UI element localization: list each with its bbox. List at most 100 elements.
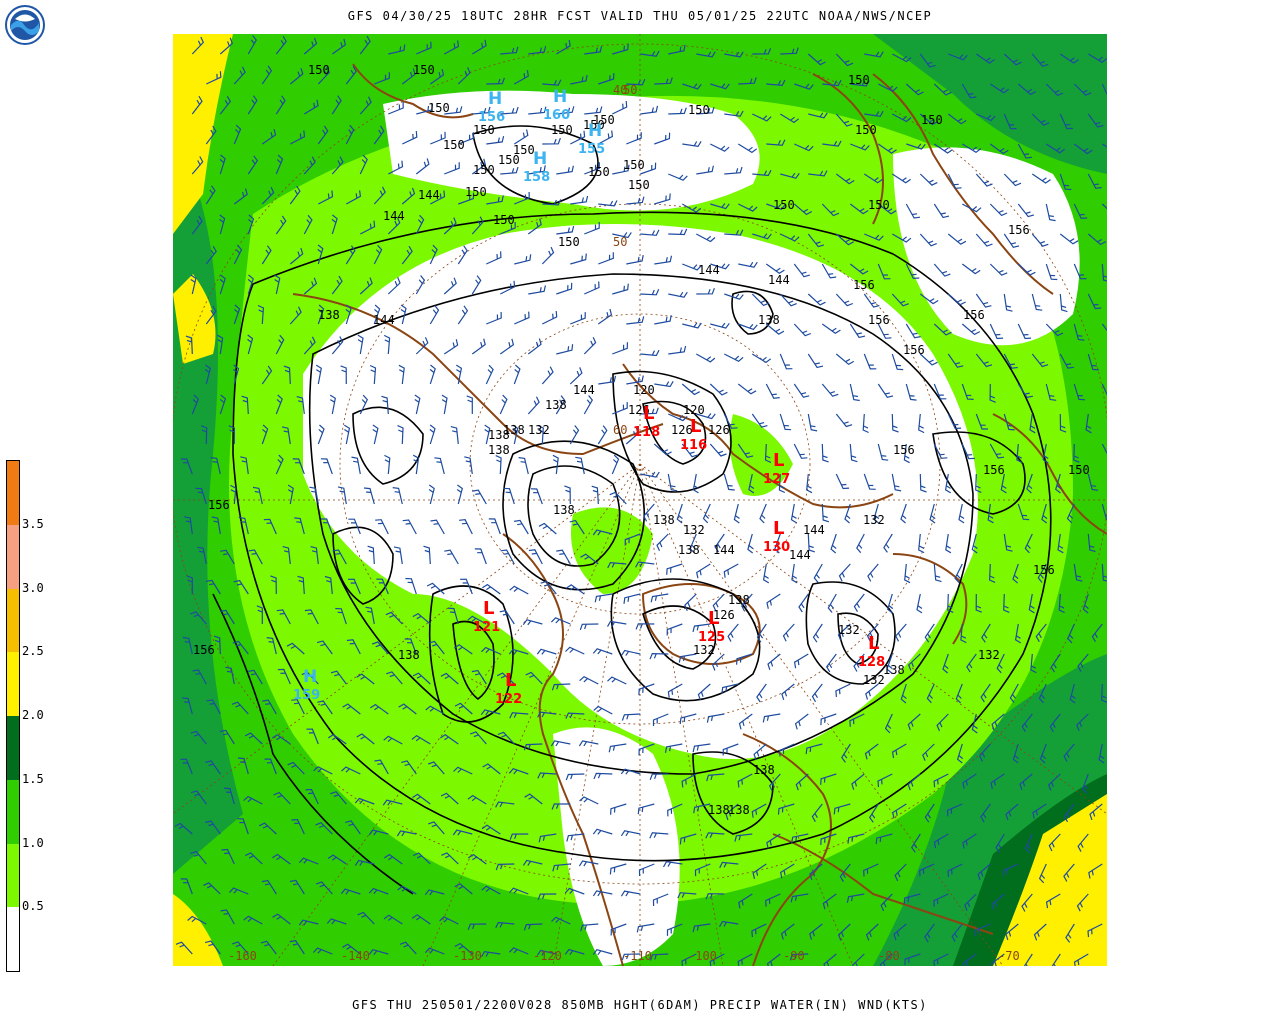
wind-barb <box>1016 443 1023 464</box>
wind-barb <box>916 593 923 614</box>
wind-barb <box>752 113 772 122</box>
noaa-logo <box>5 5 45 45</box>
wind-barb <box>1045 263 1058 281</box>
wind-barb <box>989 323 1004 340</box>
wind-barb <box>317 424 325 445</box>
wind-barb <box>696 106 715 115</box>
low-value: 125 <box>698 630 725 645</box>
wind-barb <box>766 203 786 211</box>
wind-barb <box>337 486 347 505</box>
wind-barb <box>287 761 305 775</box>
contour-label: 150 <box>688 103 710 117</box>
wind-barb <box>594 593 613 603</box>
wind-barb <box>579 796 599 805</box>
wind-barb <box>830 533 837 554</box>
wind-barb <box>247 155 259 175</box>
wind-barb <box>415 158 430 175</box>
wind-barb <box>1063 863 1075 882</box>
wind-barb <box>1089 803 1103 821</box>
wind-barb <box>457 245 468 265</box>
wind-barb <box>275 215 287 235</box>
contour-label: 150 <box>413 63 435 77</box>
wind-barb <box>401 187 416 205</box>
wind-barb <box>345 65 357 85</box>
contour-label: 126 <box>713 608 735 622</box>
wind-barb <box>429 68 445 85</box>
wind-barb <box>414 394 421 415</box>
wind-barb <box>1073 953 1089 966</box>
wind-barb <box>738 893 753 909</box>
wind-barb <box>440 672 459 685</box>
wind-barb <box>960 623 967 644</box>
wind-barb <box>611 454 620 475</box>
wind-barb <box>537 424 544 445</box>
wind-barb <box>310 546 319 565</box>
wind-barb <box>853 593 865 613</box>
wind-barb <box>398 703 417 715</box>
wind-barb <box>541 246 555 265</box>
wind-barb <box>759 503 767 524</box>
low-letter: L <box>708 608 719 629</box>
wind-barb <box>679 833 697 845</box>
wind-barb <box>936 713 949 732</box>
wind-barb <box>500 280 516 295</box>
wind-barb <box>182 697 193 715</box>
wind-barb <box>1017 83 1037 96</box>
wind-barb <box>793 263 810 278</box>
wind-barb <box>766 833 781 849</box>
wind-barb <box>552 863 571 872</box>
wind-barb <box>1101 143 1107 148</box>
wind-barb <box>415 214 425 235</box>
wind-barb <box>424 889 445 896</box>
wind-barb <box>282 546 291 565</box>
wind-barb <box>668 107 687 115</box>
wind-barb <box>518 457 529 475</box>
wind-barb <box>474 548 487 565</box>
wind-barb <box>1101 203 1107 210</box>
wind-barb <box>933 893 949 907</box>
wind-barb <box>753 743 767 761</box>
wind-barb <box>570 130 586 145</box>
wind-barb <box>536 648 557 655</box>
wind-barb <box>326 918 347 925</box>
wind-barb <box>779 293 797 307</box>
wind-barb <box>849 203 869 215</box>
wind-barb <box>681 953 697 966</box>
wind-barb <box>873 503 880 524</box>
wind-barb <box>822 893 837 910</box>
contour-label: 132 <box>693 643 715 657</box>
wind-barb <box>989 263 1008 276</box>
wind-barb <box>919 113 938 126</box>
wind-barb <box>933 563 942 583</box>
wind-barb <box>225 666 235 685</box>
wind-barb <box>710 143 730 152</box>
wind-barb <box>393 546 403 565</box>
wind-barb <box>666 623 683 636</box>
wind-barb <box>652 893 669 907</box>
yellow-west <box>173 274 216 364</box>
wind-barb <box>1021 893 1033 912</box>
wind-barb <box>610 923 627 936</box>
wind-barb <box>1017 203 1035 218</box>
wind-barb <box>877 263 891 280</box>
wind-barb <box>996 653 1005 674</box>
wind-barb <box>864 743 879 760</box>
wind-barb <box>528 285 546 295</box>
contour-label: 132 <box>863 513 885 527</box>
contour-label: 138 <box>503 423 525 437</box>
wind-barb <box>402 519 417 535</box>
wind-barb <box>1059 53 1079 64</box>
wind-barb <box>820 713 837 726</box>
wind-barb <box>500 549 515 565</box>
wind-barb <box>961 263 981 275</box>
wind-barb <box>987 503 994 524</box>
wind-barb <box>764 443 772 463</box>
wind-barb <box>958 503 965 524</box>
wind-barb <box>626 79 646 86</box>
wind-barb <box>219 37 234 55</box>
wind-barb <box>551 916 571 925</box>
wind-barb <box>495 801 515 808</box>
wind-barb <box>472 489 487 505</box>
wind-barb <box>540 580 557 595</box>
